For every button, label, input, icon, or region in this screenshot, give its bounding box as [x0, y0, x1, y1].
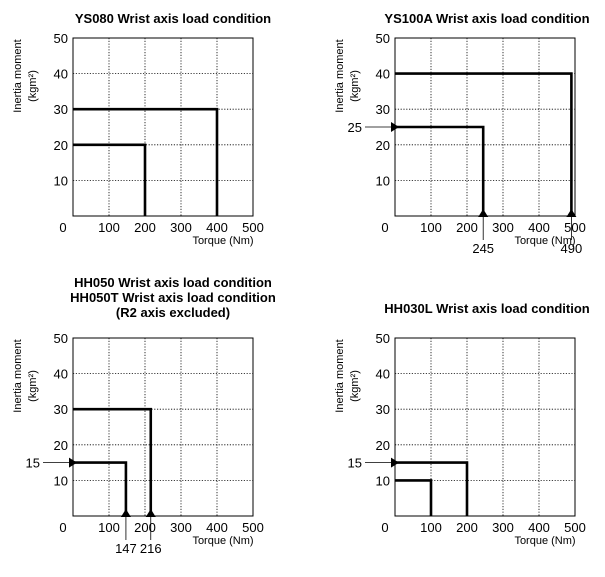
- y-axis-unit: (kgm²): [27, 370, 39, 402]
- plot-frame: [72, 337, 254, 517]
- y-tick-label: 50: [376, 31, 390, 46]
- y-tick-label: 10: [376, 473, 390, 488]
- load-envelope-line: [73, 107, 219, 216]
- load-envelope-line: [73, 461, 128, 516]
- x-tick-label: 500: [564, 520, 586, 535]
- annotation-arrow: [391, 457, 399, 468]
- x-tick-label: 0: [59, 520, 66, 535]
- x-tick-label: 100: [98, 220, 120, 235]
- y-tick-label: 10: [54, 173, 68, 188]
- y-tick-label: 40: [376, 367, 390, 382]
- chart-panel: HH030L Wrist axis load condition 0 100 200 3…: [334, 301, 590, 547]
- y-tick-label: 20: [376, 138, 390, 153]
- y-tick-label: 30: [54, 402, 68, 417]
- x-tick-label: 0: [381, 520, 388, 535]
- chart-title: HH030L Wrist axis load condition: [384, 301, 589, 316]
- plot-frame: [72, 37, 254, 217]
- annotation-arrow: [120, 509, 131, 517]
- load-envelope-line: [395, 72, 573, 216]
- y-axis-unit: (kgm²): [349, 70, 361, 102]
- chart-title: YS080 Wrist axis load condition: [75, 11, 271, 26]
- x-tick-label: 100: [98, 520, 120, 535]
- plot-frame: [394, 337, 576, 517]
- x-tick-label: 200: [456, 220, 478, 235]
- y-axis-unit: (kgm²): [349, 370, 361, 402]
- y-tick-label: 40: [54, 367, 68, 382]
- x-tick-label: 400: [528, 520, 550, 535]
- y-tick-label: 30: [376, 102, 390, 117]
- x-tick-label: 200: [134, 520, 156, 535]
- y-tick-label: 40: [376, 67, 390, 82]
- annotation-label: 245: [472, 241, 494, 256]
- y-tick-label: 10: [376, 173, 390, 188]
- x-tick-label: 300: [492, 520, 514, 535]
- chart-title: HH050T Wrist axis load condition: [70, 290, 276, 305]
- annotation-label: 490: [561, 241, 583, 256]
- annotation-label: 216: [140, 541, 162, 556]
- annotation-label: 15: [26, 456, 40, 471]
- y-tick-label: 50: [54, 331, 68, 346]
- y-axis-label: Inertia moment: [334, 339, 346, 412]
- x-axis-label: Torque (Nm): [514, 535, 575, 547]
- annotation-arrow: [145, 509, 156, 517]
- load-envelope-line: [73, 407, 153, 516]
- load-envelope-line: [395, 461, 469, 516]
- x-tick-label: 100: [420, 520, 442, 535]
- load-envelope-line: [395, 125, 485, 216]
- chart-panel: YS080 Wrist axis load condition 0 100 200 30…: [12, 11, 271, 247]
- annotation-arrow: [391, 122, 399, 132]
- x-tick-label: 400: [528, 220, 550, 235]
- x-tick-label: 500: [242, 220, 264, 235]
- x-axis-label: Torque (Nm): [192, 535, 253, 547]
- annotation-arrow: [478, 209, 489, 217]
- y-axis-label: Inertia moment: [12, 39, 24, 112]
- x-tick-label: 300: [170, 220, 192, 235]
- x-tick-label: 200: [134, 220, 156, 235]
- chart-title: HH050 Wrist axis load condition: [74, 275, 272, 290]
- x-tick-label: 400: [206, 520, 228, 535]
- x-axis-label: Torque (Nm): [514, 235, 575, 247]
- annotation-label: 25: [348, 120, 362, 135]
- chart-title: YS100A Wrist axis load condition: [384, 11, 589, 26]
- x-tick-label: 0: [59, 220, 66, 235]
- y-tick-label: 30: [376, 402, 390, 417]
- x-tick-label: 100: [420, 220, 442, 235]
- y-tick-label: 10: [54, 473, 68, 488]
- x-tick-label: 500: [242, 520, 264, 535]
- x-tick-label: 200: [456, 520, 478, 535]
- y-tick-label: 20: [54, 438, 68, 453]
- x-tick-label: 500: [564, 220, 586, 235]
- annotation-arrow: [69, 457, 77, 468]
- y-axis-unit: (kgm²): [27, 70, 39, 102]
- y-axis-label: Inertia moment: [334, 39, 346, 112]
- y-tick-label: 50: [54, 31, 68, 46]
- x-tick-label: 0: [381, 220, 388, 235]
- annotation-arrow: [566, 209, 577, 217]
- y-tick-label: 50: [376, 331, 390, 346]
- load-envelope-line: [395, 479, 433, 516]
- y-axis-label: Inertia moment: [12, 339, 24, 412]
- chart-panel: YS100A Wrist axis load condition 0 100 200 3…: [334, 11, 590, 256]
- chart-title: (R2 axis excluded): [116, 305, 230, 320]
- x-tick-label: 300: [170, 520, 192, 535]
- annotation-label: 15: [348, 456, 362, 471]
- y-tick-label: 30: [54, 102, 68, 117]
- y-tick-label: 20: [54, 138, 68, 153]
- x-tick-label: 300: [492, 220, 514, 235]
- x-tick-label: 400: [206, 220, 228, 235]
- annotation-label: 147: [115, 541, 137, 556]
- y-tick-label: 40: [54, 67, 68, 82]
- x-axis-label: Torque (Nm): [192, 235, 253, 247]
- y-tick-label: 20: [376, 438, 390, 453]
- load-envelope-line: [73, 143, 147, 216]
